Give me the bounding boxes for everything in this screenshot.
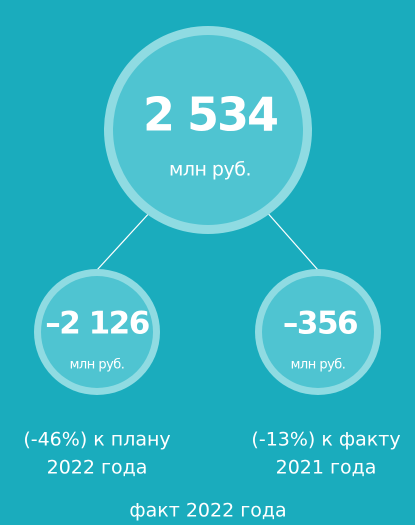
node-value: –356: [283, 306, 357, 342]
connector: [96, 209, 153, 271]
total-value: 2 534: [143, 88, 277, 142]
caption: 2021 года: [276, 457, 377, 479]
caption: (-46%) к плану: [23, 429, 170, 451]
caption: (-13%) к факту: [251, 429, 400, 451]
connector: [264, 209, 319, 271]
big-circle: [113, 35, 303, 225]
footer: факт 2022 года: [129, 500, 286, 522]
total-unit: млн руб.: [169, 159, 251, 181]
caption: 2022 года: [47, 457, 148, 479]
node-unit: млн руб.: [291, 358, 346, 373]
small-circle: [41, 276, 153, 388]
node-value: –2 126: [45, 306, 149, 342]
node-unit: млн руб.: [70, 358, 125, 373]
small-circle: [262, 276, 374, 388]
